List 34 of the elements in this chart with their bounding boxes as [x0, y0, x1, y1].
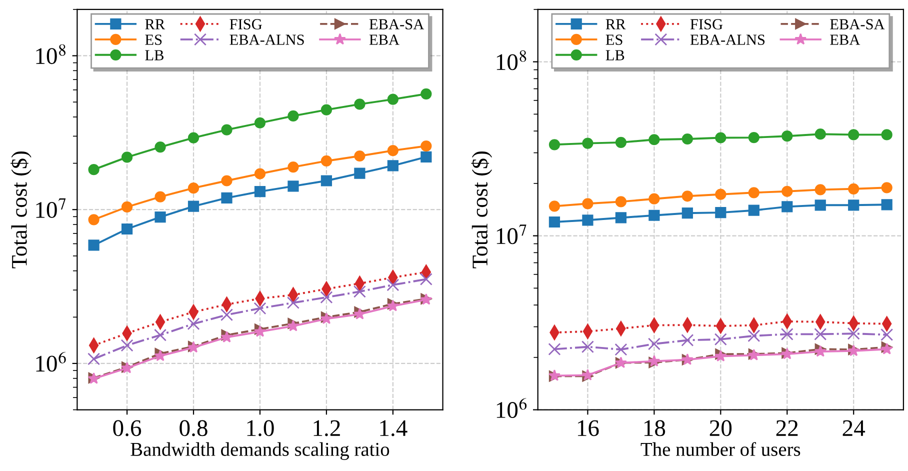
legend-label: FISG	[230, 19, 262, 30]
x-tick-label: 1.0	[247, 420, 274, 436]
legend-label: RR	[145, 19, 166, 30]
x-tick-label: 24	[842, 420, 866, 436]
x-tick-label: 0.8	[180, 420, 208, 436]
y-tick-label: 10$^{7}$	[496, 224, 526, 244]
legend-label: EBA-ALNS	[690, 34, 765, 45]
legend-label: FISG	[690, 19, 723, 30]
x-tick-label: 1.4	[380, 420, 408, 436]
x-tick-label: 16	[578, 420, 599, 436]
legend-label: ES	[606, 34, 622, 45]
x-axis-title: The number of users	[640, 442, 800, 456]
y-tick-label: 10$^{8}$	[496, 50, 526, 70]
legend-label: EBA	[369, 34, 400, 45]
x-tick-label: 22	[776, 420, 798, 436]
legend-label: EBA-SA	[369, 19, 424, 30]
legend-label: LB	[145, 50, 164, 60]
x-tick-label: 0.6	[113, 420, 142, 436]
legend-label: LB	[606, 50, 624, 60]
y-tick-label: 10$^{6}$	[496, 398, 527, 418]
legend-label: RR	[606, 19, 626, 30]
y-tick-label: 10$^{6}$	[36, 352, 66, 372]
x-tick-label: 18	[644, 420, 666, 436]
x-tick-label: 20	[710, 420, 732, 436]
legend-label: ES	[145, 34, 162, 45]
x-axis-title: Bandwidth demands scaling ratio	[130, 442, 390, 460]
legend-label: EBA-SA	[830, 19, 885, 30]
legend-label: EBA	[830, 34, 860, 45]
legend-label: EBA-ALNS	[230, 34, 304, 45]
y-axis-title: Total cost ($)	[10, 151, 32, 268]
x-tick-label: 1.2	[314, 420, 340, 436]
y-axis-title: Total cost ($)	[471, 151, 492, 268]
y-tick-label: 10$^{8}$	[36, 44, 66, 64]
y-tick-label: 10$^{7}$	[36, 198, 66, 218]
